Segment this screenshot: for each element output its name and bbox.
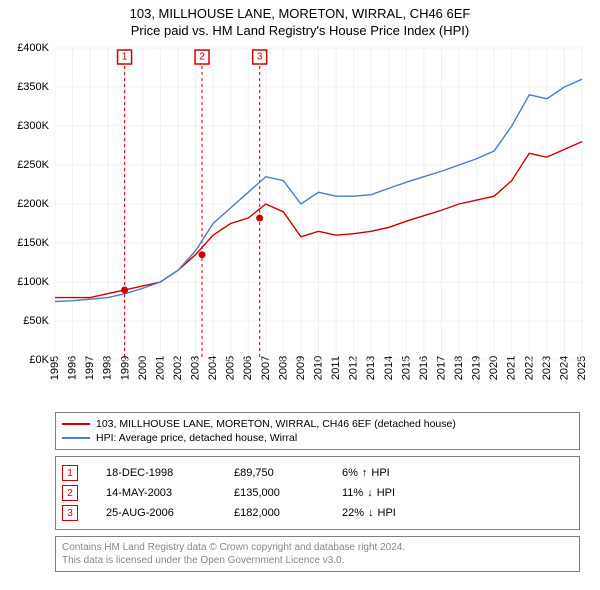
svg-text:£400K: £400K [17, 42, 49, 54]
svg-text:2003: 2003 [190, 356, 202, 380]
event-row: 2 14-MAY-2003 £135,000 11% ↓ HPI [62, 483, 573, 503]
svg-text:2014: 2014 [383, 356, 395, 380]
event-delta-pct: 22% [342, 507, 364, 519]
arrow-icon: ↑ [362, 467, 368, 479]
svg-text:£50K: £50K [23, 315, 49, 327]
svg-text:2018: 2018 [453, 356, 465, 380]
svg-text:1996: 1996 [67, 356, 79, 380]
svg-text:2008: 2008 [277, 356, 289, 380]
event-delta-label: HPI [371, 467, 389, 479]
event-price: £89,750 [234, 467, 324, 479]
footnote-line-2: This data is licensed under the Open Gov… [62, 554, 573, 567]
event-delta: 6% ↑HPI [342, 467, 390, 479]
event-date: 18-DEC-1998 [106, 467, 216, 479]
title-sub: Price paid vs. HM Land Registry's House … [0, 23, 600, 38]
svg-text:2005: 2005 [225, 356, 237, 380]
legend-row: HPI: Average price, detached house, Wirr… [62, 431, 573, 445]
svg-text:£200K: £200K [17, 198, 49, 210]
svg-text:1998: 1998 [102, 356, 114, 380]
svg-text:£250K: £250K [17, 159, 49, 171]
event-delta-label: HPI [378, 507, 396, 519]
svg-text:2010: 2010 [313, 356, 325, 380]
event-price: £182,000 [234, 507, 324, 519]
arrow-icon: ↓ [367, 487, 373, 499]
svg-text:2002: 2002 [172, 356, 184, 380]
legend-row: 103, MILLHOUSE LANE, MORETON, WIRRAL, CH… [62, 417, 573, 431]
event-delta-pct: 6% [342, 467, 358, 479]
svg-text:1999: 1999 [119, 356, 131, 380]
svg-text:2015: 2015 [400, 356, 412, 380]
svg-text:1997: 1997 [84, 356, 96, 380]
svg-text:2001: 2001 [154, 356, 166, 380]
svg-text:2024: 2024 [558, 356, 570, 380]
svg-text:£300K: £300K [17, 120, 49, 132]
event-delta: 11% ↓ HPI [342, 487, 395, 499]
event-date: 14-MAY-2003 [106, 487, 216, 499]
event-marker: 1 [62, 465, 78, 481]
svg-text:2013: 2013 [365, 356, 377, 380]
svg-text:£0K: £0K [29, 354, 49, 366]
svg-text:£350K: £350K [17, 81, 49, 93]
legend: 103, MILLHOUSE LANE, MORETON, WIRRAL, CH… [55, 412, 580, 450]
svg-text:2009: 2009 [295, 356, 307, 380]
arrow-icon: ↓ [368, 507, 374, 519]
svg-text:2006: 2006 [242, 356, 254, 380]
title-block: 103, MILLHOUSE LANE, MORETON, WIRRAL, CH… [0, 0, 600, 38]
svg-text:2020: 2020 [488, 356, 500, 380]
legend-swatch [62, 437, 90, 439]
svg-text:£150K: £150K [17, 237, 49, 249]
svg-text:2021: 2021 [506, 356, 518, 380]
svg-text:2023: 2023 [541, 356, 553, 380]
events-table: 118-DEC-1998£89,7506%↑HPI214-MAY-2003£13… [55, 456, 580, 530]
svg-text:2: 2 [199, 52, 205, 63]
svg-text:2000: 2000 [137, 356, 149, 380]
event-marker: 2 [62, 485, 78, 501]
event-delta: 22% ↓ HPI [342, 507, 396, 519]
footnote: Contains HM Land Registry data © Crown c… [55, 536, 580, 572]
title-main: 103, MILLHOUSE LANE, MORETON, WIRRAL, CH… [0, 6, 600, 21]
svg-text:1: 1 [122, 52, 128, 63]
event-delta-label: HPI [377, 487, 395, 499]
svg-text:2019: 2019 [471, 356, 483, 380]
svg-text:2022: 2022 [523, 356, 535, 380]
event-date: 25-AUG-2006 [106, 507, 216, 519]
legend-label: HPI: Average price, detached house, Wirr… [96, 432, 297, 444]
chart-container: 103, MILLHOUSE LANE, MORETON, WIRRAL, CH… [0, 0, 600, 590]
plot-svg: £0K £50K £100K £150K £200K £250K £300K £350K £40… [0, 38, 600, 408]
event-row: 3 25-AUG-2006 £182,000 22% ↓ HPI [62, 503, 573, 523]
event-row: 1 18-DEC-1998 £89,750 6% ↑HPI [62, 463, 573, 483]
svg-text:£100K: £100K [17, 276, 49, 288]
svg-text:2017: 2017 [435, 356, 447, 380]
svg-text:2016: 2016 [418, 356, 430, 380]
event-marker: 3 [62, 505, 78, 521]
legend-label: 103, MILLHOUSE LANE, MORETON, WIRRAL, CH… [96, 418, 456, 430]
svg-text:2012: 2012 [348, 356, 360, 380]
event-delta-pct: 11% [342, 487, 363, 499]
svg-text:2007: 2007 [260, 356, 272, 380]
event-price: £135,000 [234, 487, 324, 499]
svg-text:3: 3 [257, 52, 263, 63]
svg-text:2004: 2004 [207, 356, 219, 380]
legend-swatch [62, 423, 90, 425]
footnote-line-1: Contains HM Land Registry data © Crown c… [62, 541, 573, 554]
